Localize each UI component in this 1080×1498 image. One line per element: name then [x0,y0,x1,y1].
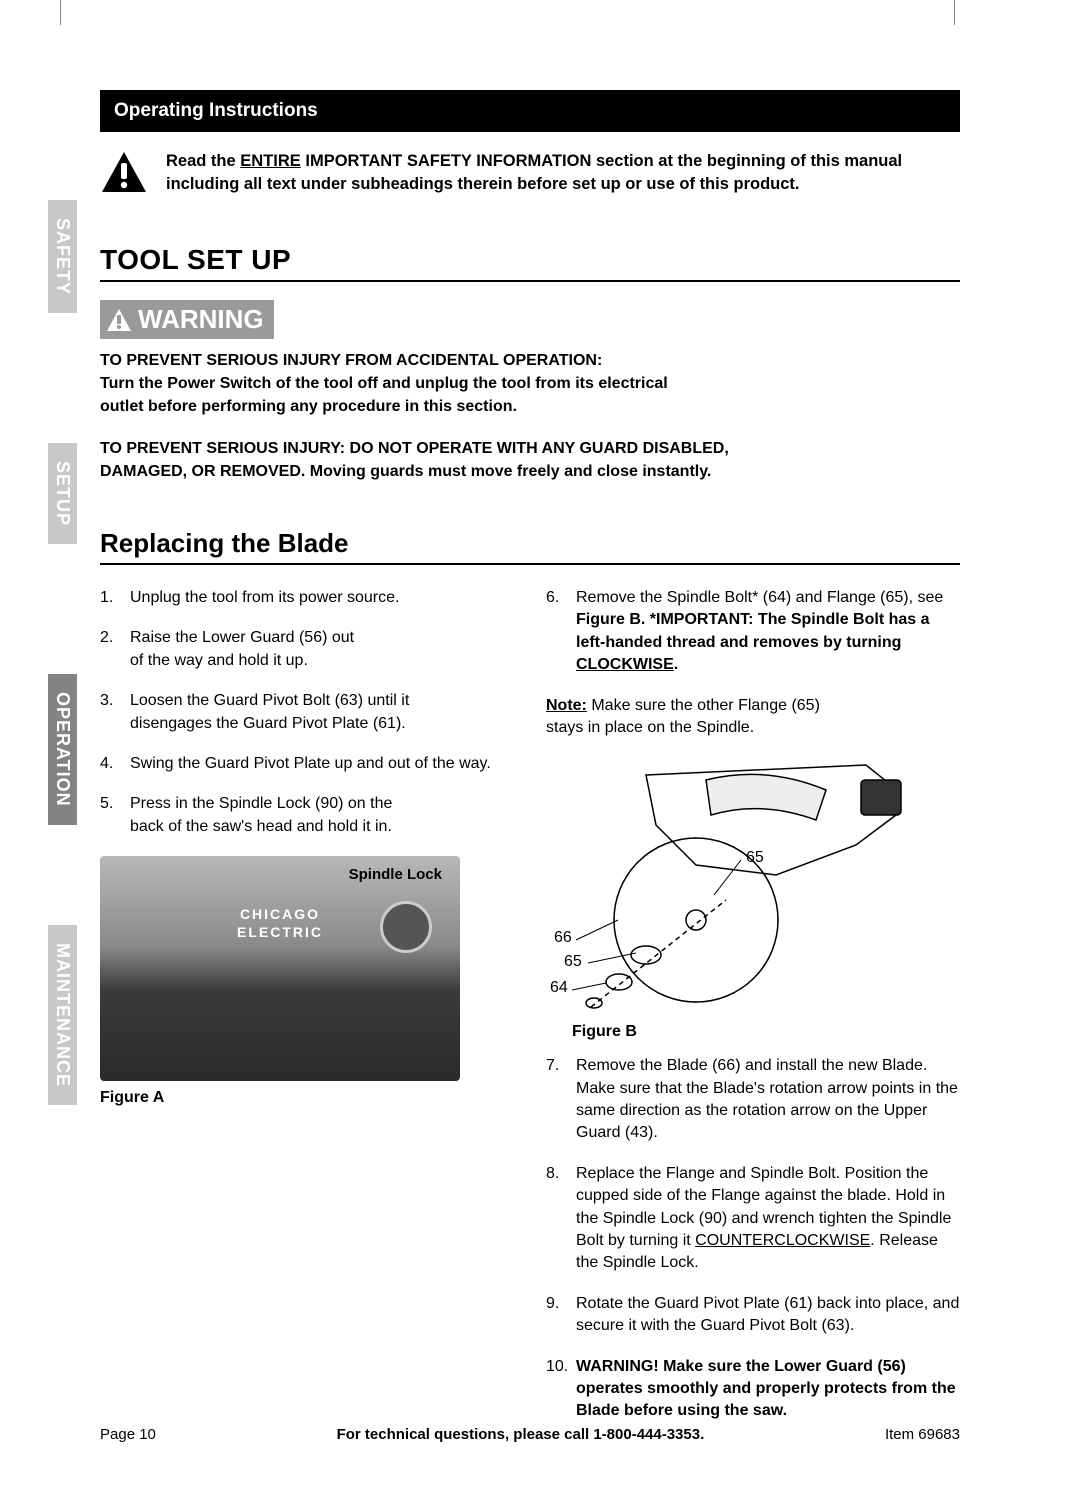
callout-65a: 65 [746,849,764,867]
right-column: Remove the Spindle Bolt* (64) and Flange… [546,587,960,1441]
tab-safety: SAFETY [48,200,77,313]
step6-figref: Figure B [576,611,641,628]
step6-pre: Remove the Spindle Bolt* (64) and Flange… [576,589,943,606]
tab-operation: OPERATION [48,674,77,825]
sidebar-tabs: SAFETY SETUP OPERATION MAINTENANCE [48,200,78,1235]
left-column: Unplug the tool from its power source. R… [100,587,514,1441]
step-7: Remove the Blade (66) and install the ne… [546,1055,960,1145]
step-8: Replace the Flange and Spindle Bolt. Pos… [546,1163,960,1275]
footer: Page 10 For technical questions, please … [100,1426,960,1443]
note-label: Note: [546,697,587,714]
step-6: Remove the Spindle Bolt* (64) and Flange… [546,587,960,677]
content: Operating Instructions Read the ENTIRE I… [100,90,960,1441]
tab-maintenance: MAINTENANCE [48,925,77,1105]
figure-b-caption: Figure B [572,1023,960,1041]
steps-right-1: Remove the Spindle Bolt* (64) and Flange… [546,587,960,677]
step-9: Rotate the Guard Pivot Plate (61) back i… [546,1293,960,1338]
footer-page: Page 10 [100,1426,156,1443]
step-5: Press in the Spindle Lock (90) on thebac… [100,793,514,838]
step6-clockwise: CLOCKWISE [576,656,674,673]
step-10: WARNING! Make sure the Lower Guard (56) … [546,1356,960,1423]
tab-setup: SETUP [48,443,77,544]
footer-item: Item 69683 [885,1426,960,1443]
note: Note: Make sure the other Flange (65) sta… [546,695,960,740]
crop-marks [0,0,1080,38]
two-column-layout: Unplug the tool from its power source. R… [100,587,960,1441]
step6-tail: . [674,656,678,673]
warning-body-1: TO PREVENT SERIOUS INJURY FROM ACCIDENTA… [100,349,960,419]
callout-65b: 65 [564,953,582,971]
brand-line-1: CHICAGO [240,906,320,922]
warning-icon [106,308,132,332]
safety-notice: Read the ENTIRE IMPORTANT SAFETY INFORMA… [100,150,960,199]
warning-body-2: TO PREVENT SERIOUS INJURY: DO NOT OPERAT… [100,437,960,483]
figure-a-image: Spindle Lock CHICAGO ELECTRIC [100,856,460,1081]
step-4: Swing the Guard Pivot Plate up and out o… [100,753,514,775]
warning-triangle-icon [100,150,148,199]
step8-ccw: COUNTERCLOCKWISE [695,1232,870,1249]
brand-line-2: ELECTRIC [237,924,323,940]
page: SAFETY SETUP OPERATION MAINTENANCE Opera… [0,0,1080,1498]
warning-label: WARNING [138,304,264,335]
note-line-2: stays in place on the Spindle. [546,719,754,736]
steps-right-2: Remove the Blade (66) and install the ne… [546,1055,960,1422]
figure-b-image: 65 66 65 64 [546,745,926,1015]
spindle-lock-knob [380,901,432,953]
spindle-lock-label: Spindle Lock [349,866,442,883]
warning-box: WARNING [100,300,274,339]
callout-66: 66 [554,929,572,947]
header-bar: Operating Instructions [100,90,960,132]
figure-a-caption: Figure A [100,1089,514,1107]
heading-tool-setup: TOOL SET UP [100,244,960,282]
note-line-1: Make sure the other Flange (65) [587,697,820,714]
step10-text: WARNING! Make sure the Lower Guard (56) … [576,1358,956,1420]
step-1: Unplug the tool from its power source. [100,587,514,609]
safety-notice-text: Read the ENTIRE IMPORTANT SAFETY INFORMA… [166,150,960,199]
step-3: Loosen the Guard Pivot Bolt (63) until i… [100,690,514,735]
footer-center: For technical questions, please call 1-8… [337,1426,705,1443]
heading-replacing-blade: Replacing the Blade [100,528,960,565]
callout-64: 64 [550,979,568,997]
steps-left: Unplug the tool from its power source. R… [100,587,514,838]
step-2: Raise the Lower Guard (56) outof the way… [100,627,514,672]
